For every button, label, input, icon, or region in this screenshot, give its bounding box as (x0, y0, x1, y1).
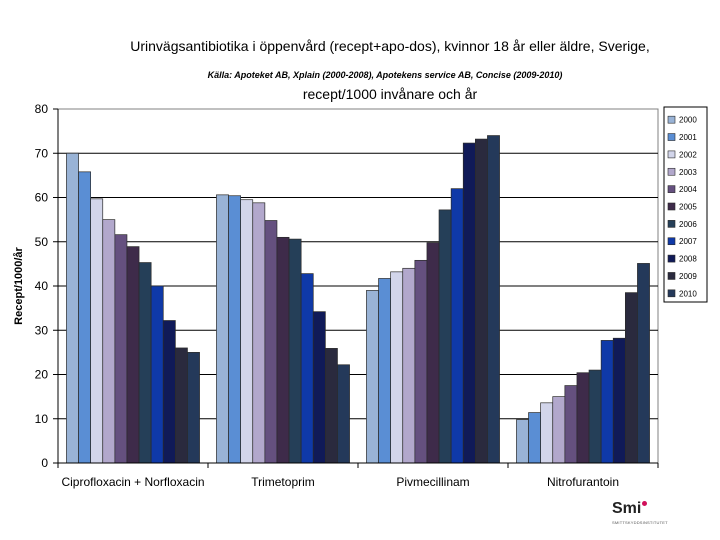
bar (564, 385, 578, 464)
bar (276, 236, 290, 464)
legend-label: 2010 (679, 289, 697, 298)
category-label: Ciprofloxacin + Norfloxacin (61, 475, 204, 489)
legend-swatch (667, 167, 676, 176)
bar (150, 285, 164, 464)
bar (612, 337, 626, 464)
bar (475, 138, 488, 464)
legend-label: 2005 (679, 203, 697, 212)
bar (102, 219, 116, 464)
bar (450, 188, 464, 464)
legend-label: 2008 (679, 255, 697, 264)
category-label: Pivmecillinam (396, 475, 469, 489)
bar (138, 262, 152, 464)
bar (487, 135, 500, 464)
bar (600, 340, 614, 464)
category-label: Nitrofurantoin (547, 475, 619, 489)
legend-swatch (667, 133, 676, 141)
bar (228, 195, 242, 464)
smi-logo: Smi SMITTSKYDDSINSTITUTET (612, 500, 668, 530)
y-tick-label: 70 (35, 146, 49, 160)
bar (576, 372, 590, 464)
bar (162, 320, 176, 464)
y-tick-label: 10 (35, 412, 49, 426)
legend-label: 2009 (679, 272, 697, 281)
bar (175, 347, 188, 464)
legend-label: 2007 (679, 237, 697, 246)
y-tick-label: 40 (35, 279, 49, 293)
y-tick-label: 80 (35, 102, 49, 116)
bar (187, 352, 200, 464)
bar (588, 369, 602, 464)
y-tick-label: 0 (41, 456, 48, 470)
legend-swatch (667, 237, 676, 246)
bar (252, 202, 266, 464)
bar (426, 242, 440, 464)
y-tick-label: 30 (35, 323, 49, 337)
legend-swatch (667, 185, 676, 193)
bar (390, 271, 404, 464)
bar (414, 259, 428, 464)
bar (114, 234, 128, 464)
legend-label: 2000 (679, 116, 697, 125)
bar (637, 263, 650, 464)
y-tick-label: 60 (35, 191, 49, 205)
category-label: Trimetoprim (251, 475, 315, 489)
chart-subtitle: Källa: Apoteket AB, Xplain (2000-2008), … (207, 70, 563, 80)
bar (438, 209, 452, 464)
bar (264, 220, 278, 464)
legend-swatch (667, 272, 676, 280)
bar (216, 194, 229, 464)
bar (552, 396, 566, 464)
bar (90, 198, 104, 464)
bar (312, 311, 326, 464)
y-axis-label: Recept/1000/år (13, 246, 25, 324)
logo-tagline: SMITTSKYDDSINSTITUTET (612, 520, 668, 525)
y-tick-label: 50 (35, 235, 49, 249)
legend-label: 2002 (679, 150, 697, 159)
legend-swatch (667, 202, 676, 211)
chart-title-line2: recept/1000 invånare och år (302, 86, 478, 102)
legend-label: 2001 (679, 133, 697, 142)
legend-swatch (667, 115, 676, 124)
bar (66, 152, 79, 464)
bar (78, 171, 92, 464)
legend-label: 2004 (679, 185, 697, 194)
logo-text: Smi (612, 500, 642, 517)
bar (126, 246, 140, 464)
bar (366, 290, 379, 464)
bar (337, 364, 350, 464)
bar (624, 292, 638, 464)
legend-swatch (667, 289, 676, 298)
y-tick-label: 20 (35, 368, 49, 382)
legend-label: 2006 (679, 220, 697, 229)
legend-swatch (667, 254, 676, 263)
chart-header: Urinvägsantibiotika i öppenvård (recept+… (0, 0, 720, 102)
bar (402, 267, 416, 464)
logo-dot-icon (642, 501, 647, 506)
legend-label: 2003 (679, 168, 697, 177)
bar (462, 142, 476, 464)
bar (516, 419, 529, 464)
bar (288, 238, 302, 464)
legend-swatch (667, 150, 676, 159)
chart-title: Urinvägsantibiotika i öppenvård (recept+… (130, 38, 650, 54)
bar (325, 348, 338, 464)
legend-swatch (667, 220, 676, 228)
bar (300, 273, 314, 464)
bar (528, 412, 541, 464)
bar (240, 199, 254, 464)
bar (378, 278, 391, 464)
bar (540, 402, 554, 464)
